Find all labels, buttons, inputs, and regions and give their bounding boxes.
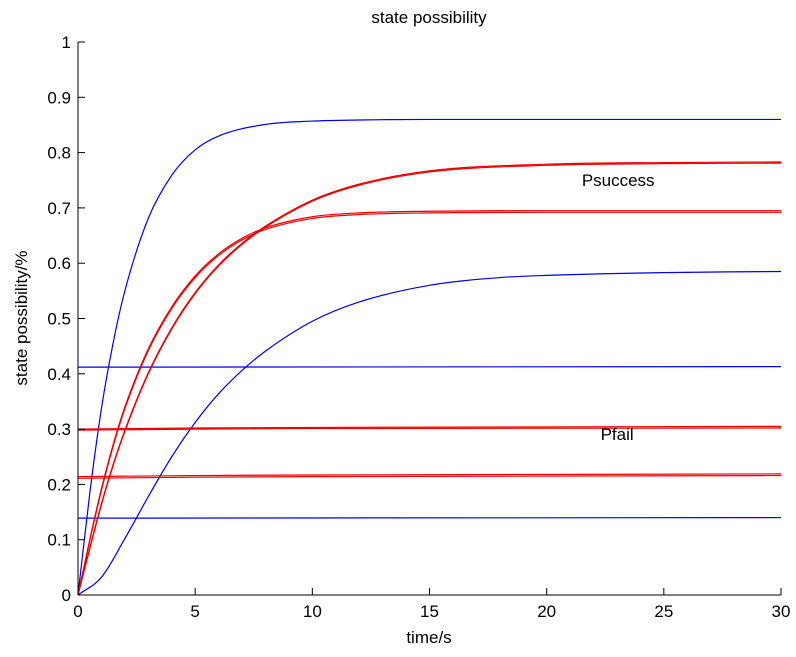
series-line-red-8 xyxy=(77,425,782,430)
series-line-red-6 xyxy=(77,210,781,596)
y-tick-label: 0.5 xyxy=(47,310,71,329)
x-tick-label: 5 xyxy=(190,602,199,621)
x-axis-title: time/s xyxy=(406,628,451,647)
y-axis-title: state possibility/% xyxy=(12,250,31,385)
y-tick-label: 0 xyxy=(62,586,71,605)
series-line-blue-0 xyxy=(77,118,781,596)
y-tick-label: 0.4 xyxy=(47,365,71,384)
series-line-blue-3 xyxy=(77,516,782,519)
series-line-red-4 xyxy=(77,161,782,596)
x-tick-label: 10 xyxy=(303,602,322,621)
y-tick-label: 0.6 xyxy=(47,254,71,273)
series-line-red-5 xyxy=(77,162,782,596)
y-tick-label: 0.3 xyxy=(47,420,71,439)
annotation-psuccess: Psuccess xyxy=(582,171,655,190)
series-line-red-10 xyxy=(77,473,782,478)
y-tick-label: 0.9 xyxy=(47,88,71,107)
x-tick-label: 30 xyxy=(772,602,791,621)
y-tick-label: 0.1 xyxy=(47,531,71,550)
series-line-red-7 xyxy=(77,211,781,596)
y-tick-label: 0.7 xyxy=(47,199,71,218)
axes: 0 5 10 15 20 25 30 0 0.1 0.2 0.3 0.4 0.5 0.6 0.7 0.8 0.9… xyxy=(47,33,790,621)
series-line-red-9 xyxy=(77,427,782,431)
x-tick-label: 15 xyxy=(420,602,439,621)
chart-title: state possibility xyxy=(371,8,487,27)
annotations: Psuccess Pfail xyxy=(582,171,655,444)
y-tick-label: 0.2 xyxy=(47,475,71,494)
plot-lines xyxy=(77,118,782,596)
x-tick-label: 25 xyxy=(654,602,673,621)
series-line-blue-1 xyxy=(77,270,782,596)
y-tick-label: 0.8 xyxy=(47,144,71,163)
series-line-blue-2 xyxy=(77,366,782,368)
annotation-pfail: Pfail xyxy=(601,425,634,444)
series-line-red-11 xyxy=(77,474,782,479)
x-tick-label: 20 xyxy=(537,602,556,621)
x-tick-label: 0 xyxy=(73,602,82,621)
y-tick-label: 1 xyxy=(62,33,71,52)
